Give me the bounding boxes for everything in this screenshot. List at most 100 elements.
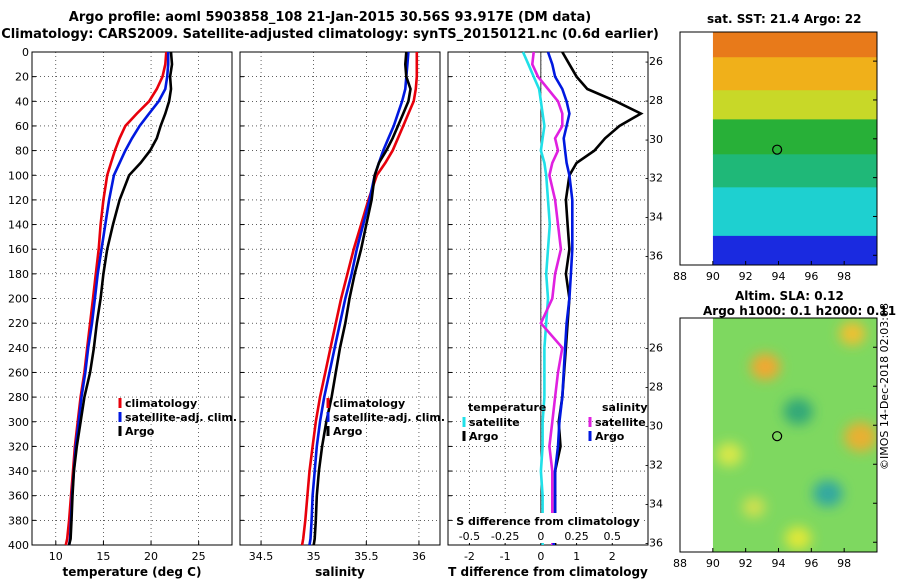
s-axis-label: S difference from climatology: [456, 515, 640, 528]
x-tick-label: 34.5: [249, 550, 274, 563]
sst-map-title: sat. SST: 21.4 Argo: 22: [707, 12, 862, 26]
y-tick-label: 80: [15, 145, 29, 158]
y-tick-label: -34: [645, 497, 663, 510]
x-tick-label: 94: [772, 270, 786, 283]
y-tick-label: -36: [645, 536, 663, 549]
plot-frame: [239, 51, 441, 546]
legend-label: climatology: [333, 397, 405, 410]
salinity-panel: 34.5 35 35.5 36 salinity climatologysatellite…: [239, 51, 445, 579]
sst-band: [712, 90, 877, 120]
series-line-climatology: [300, 52, 419, 546]
s-tick-label: 0: [537, 530, 544, 543]
y-tick-label: 200: [8, 293, 29, 306]
sst-band: [712, 57, 877, 91]
series-line-satellite-adj-clim-: [67, 52, 170, 546]
x-tick-label: 2: [609, 550, 616, 563]
figure-title-line2: Climatology: CARS2009. Satellite-adjuste…: [1, 27, 659, 42]
y-tick-label: -30: [645, 419, 663, 432]
y-tick-label: -30: [645, 133, 663, 146]
legend-label: satellite-adj. clim.: [333, 411, 445, 424]
sla-blob: [812, 480, 843, 507]
sla-blob: [785, 526, 812, 551]
x-tick-label: -2: [464, 550, 475, 563]
argo-float-marker: [772, 144, 783, 155]
legend-title-salinity: salinity: [602, 401, 648, 414]
legend-title-temperature: temperature: [468, 401, 546, 414]
y-tick-label: -34: [645, 210, 663, 223]
legend-label: climatology: [125, 397, 197, 410]
x-tick-label: 88: [673, 270, 687, 283]
argo-float-marker: [772, 431, 783, 442]
series-line-s-argo: [546, 51, 574, 545]
sst-band: [712, 187, 877, 237]
y-tick-label: -26: [645, 55, 663, 68]
x-tick-label: 35.5: [354, 550, 379, 563]
s-tick-label: 0.5: [604, 530, 622, 543]
x-tick-label: 36: [412, 550, 426, 563]
series-line-argo: [67, 51, 174, 546]
x-tick-label: 20: [144, 550, 158, 563]
y-tick-label: 360: [8, 490, 29, 503]
x-tick-label: 88: [673, 557, 687, 570]
sla-blob: [742, 496, 766, 518]
legend-label: satellite: [469, 416, 520, 429]
series-line-t-satellite: [521, 51, 552, 545]
y-tick-label: 180: [8, 268, 29, 281]
series-line-s-satellite: [530, 51, 564, 545]
x-tick-label: 94: [772, 557, 786, 570]
x-tick-label: -1: [500, 550, 511, 563]
y-tick-label: -28: [645, 380, 663, 393]
x-tick-label: 98: [837, 270, 851, 283]
sst-band: [712, 32, 877, 58]
x-tick-label: 92: [739, 557, 753, 570]
y-tick-label: 280: [8, 391, 29, 404]
y-tick-label: 240: [8, 342, 29, 355]
legend-label: Argo: [595, 430, 625, 443]
differences-panel: -2 -1 0 1 2 T difference from climatology S di…: [447, 51, 649, 579]
x-axis-label: temperature (deg C): [63, 565, 202, 579]
s-tick-label: 0.25: [564, 530, 589, 543]
x-tick-label: 98: [837, 557, 851, 570]
sst-band: [712, 154, 877, 188]
figure-title-line1: Argo profile: aoml 5903858_108 21-Jan-20…: [68, 10, 592, 25]
y-tick-label: 300: [8, 416, 29, 429]
y-tick-label: 160: [8, 243, 29, 256]
sst-band: [712, 119, 877, 155]
x-tick-label: 92: [739, 270, 753, 283]
x-tick-label: 1: [573, 550, 580, 563]
sla-map-title: Altim. SLA: 0.12: [735, 289, 844, 303]
y-tick-label: 380: [8, 514, 29, 527]
y-tick-label: 400: [8, 539, 29, 552]
legend-label: satellite-adj. clim.: [125, 411, 237, 424]
legend-label: satellite: [595, 416, 646, 429]
temperature-panel: 0 20 40 60 80 100 120 140 160 180 200 220 240 260 280 3…: [8, 46, 237, 579]
sst-band: [712, 235, 877, 265]
x-axis-label: T difference from climatology: [448, 565, 648, 579]
y-tick-label: -36: [645, 249, 663, 262]
sla-blob: [839, 321, 866, 346]
legend-label: Argo: [125, 425, 155, 438]
y-tick-label: -32: [645, 172, 663, 185]
y-tick-label: 40: [15, 95, 29, 108]
y-tick-label: 140: [8, 219, 29, 232]
y-tick-label: 20: [15, 71, 29, 84]
y-tick-label: 100: [8, 169, 29, 182]
sla-blob: [844, 422, 877, 452]
y-tick-label: 260: [8, 366, 29, 379]
y-tick-label: -26: [645, 341, 663, 354]
sla_map-panel: 88 90 92 94 96 98 -26 -28 -30 -32 -34 -36: [645, 317, 878, 570]
legend-label: Argo: [469, 430, 499, 443]
sla-blob: [783, 398, 813, 425]
x-tick-label: 96: [804, 270, 818, 283]
map-data: [712, 32, 877, 265]
sla-blob: [716, 442, 743, 467]
y-tick-label: 320: [8, 440, 29, 453]
series-line-satellite-adj-clim-: [308, 51, 410, 546]
x-tick-label: 90: [706, 557, 720, 570]
sla-map-subtitle: Argo h1000: 0.1 h2000: 0.11: [703, 304, 897, 318]
s-tick-label: -0.25: [491, 530, 519, 543]
s-tick-label: -0.5: [459, 530, 480, 543]
y-tick-label: 60: [15, 120, 29, 133]
x-tick-label: 35: [307, 550, 321, 563]
